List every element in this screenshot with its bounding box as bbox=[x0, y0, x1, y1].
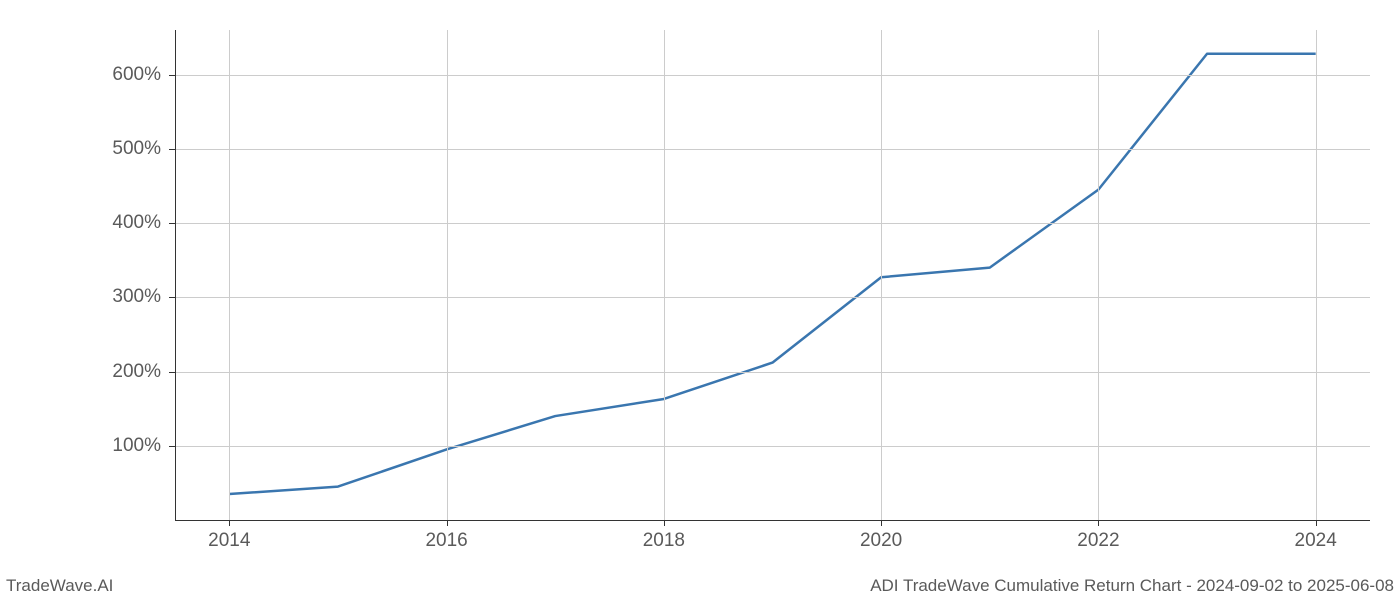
plot-area: 201420162018202020222024100%200%300%400%… bbox=[175, 30, 1370, 520]
y-tick-label: 400% bbox=[81, 212, 161, 234]
grid-line-horizontal bbox=[175, 372, 1370, 373]
y-axis-spine bbox=[175, 30, 176, 520]
x-tick-label: 2020 bbox=[860, 530, 902, 552]
x-tick-label: 2018 bbox=[643, 530, 685, 552]
y-tick-label: 100% bbox=[81, 435, 161, 457]
x-tick-label: 2014 bbox=[208, 530, 250, 552]
grid-line-horizontal bbox=[175, 75, 1370, 76]
x-tick-label: 2024 bbox=[1295, 530, 1337, 552]
y-tick-label: 300% bbox=[81, 286, 161, 308]
x-axis-spine bbox=[175, 520, 1370, 521]
grid-line-horizontal bbox=[175, 446, 1370, 447]
y-tick-label: 500% bbox=[81, 138, 161, 160]
y-tick-label: 200% bbox=[81, 361, 161, 383]
grid-line-horizontal bbox=[175, 149, 1370, 150]
x-tick-label: 2016 bbox=[425, 530, 467, 552]
x-tick-label: 2022 bbox=[1077, 530, 1119, 552]
line-series-cumulative-return bbox=[229, 54, 1315, 494]
grid-line-horizontal bbox=[175, 297, 1370, 298]
footer-left-text: TradeWave.AI bbox=[6, 576, 113, 596]
y-tick-label: 600% bbox=[81, 64, 161, 86]
chart-container: 2014 2016 2018 2020 2022 2024 100% 200% 300% 400%… bbox=[0, 0, 1400, 600]
grid-line-horizontal bbox=[175, 223, 1370, 224]
footer-right-text: ADI TradeWave Cumulative Return Chart - … bbox=[870, 576, 1394, 596]
